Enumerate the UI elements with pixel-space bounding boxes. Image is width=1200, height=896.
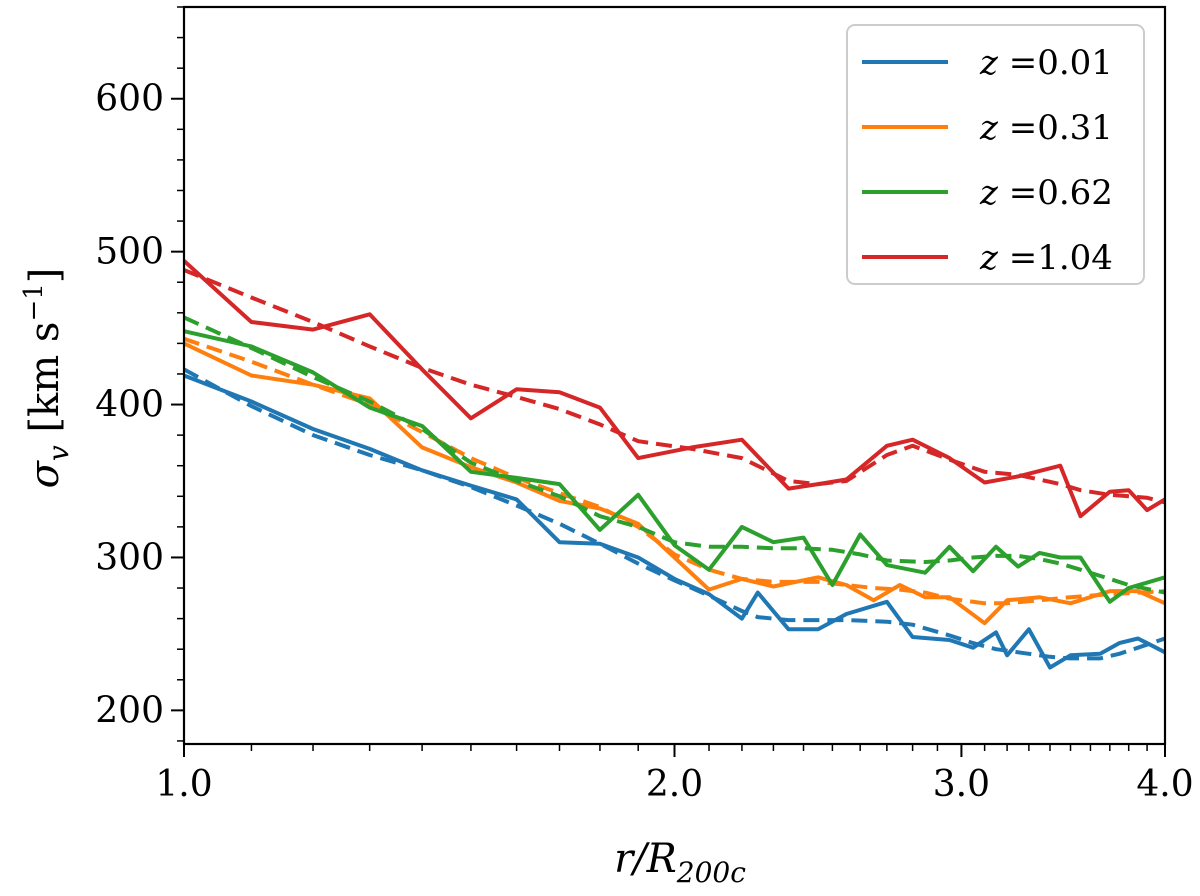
series-fit-line-2 xyxy=(183,315,1166,595)
legend: z =0.01 z =0.31 z =0.62 z =1.04 xyxy=(846,24,1145,285)
y-axis-title-exp: −1 xyxy=(19,283,49,321)
legend-box xyxy=(846,24,1145,285)
x-tick-label: 3.0 xyxy=(933,764,990,805)
x-axis-title-main: r/R xyxy=(614,836,677,882)
y-tick-label: 400 xyxy=(95,385,164,426)
ticks-layer xyxy=(171,6,1166,757)
legend-label-0: z =0.01 xyxy=(979,43,1113,83)
series-fit-line-0 xyxy=(183,367,1166,661)
y-axis-title-main: σ xyxy=(22,459,68,488)
y-axis-title-sub: v xyxy=(42,445,75,461)
legend-label-1: z =0.31 xyxy=(979,108,1113,148)
x-tick-label: 1.0 xyxy=(155,764,212,805)
y-tick-label: 200 xyxy=(95,690,164,731)
x-axis-title-sub: 200c xyxy=(676,856,746,889)
y-tick-label: 300 xyxy=(95,537,164,578)
y-tick-label: 600 xyxy=(95,79,164,120)
y-axis-title-group: σv [km s−1] xyxy=(19,268,75,489)
series-layer xyxy=(182,259,1167,670)
legend-label-3: z =1.04 xyxy=(979,238,1113,278)
legend-label-2: z =0.62 xyxy=(979,173,1113,213)
series-line-3 xyxy=(182,259,1167,519)
series-fit-line-3 xyxy=(183,268,1166,505)
y-axis-title-close: ] xyxy=(22,268,68,284)
y-axis-title-unit: [km s xyxy=(22,322,68,446)
series-line-1 xyxy=(183,341,1166,626)
labels-layer: 1.0 2.0 3.0 4.0 200 300 400 500 600 xyxy=(95,79,1193,805)
y-axis-title: σv [km s−1] xyxy=(19,268,75,489)
x-tick-label: 2.0 xyxy=(646,764,703,805)
x-tick-label: 4.0 xyxy=(1136,764,1193,805)
x-axis-title: r/R200c xyxy=(614,836,746,889)
y-tick-label: 500 xyxy=(95,232,164,273)
series-line-2 xyxy=(183,329,1166,604)
